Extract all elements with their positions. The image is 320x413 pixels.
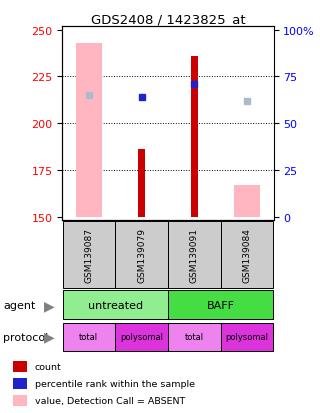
FancyBboxPatch shape <box>63 291 168 320</box>
Text: percentile rank within the sample: percentile rank within the sample <box>35 379 195 388</box>
Text: value, Detection Call = ABSENT: value, Detection Call = ABSENT <box>35 396 185 405</box>
Text: untreated: untreated <box>88 300 143 310</box>
Bar <box>12 378 27 389</box>
FancyBboxPatch shape <box>116 222 168 288</box>
FancyBboxPatch shape <box>63 222 115 288</box>
Text: polysomal: polysomal <box>226 332 269 341</box>
Bar <box>138 150 145 217</box>
Text: agent: agent <box>3 300 36 310</box>
Text: protocol: protocol <box>3 332 48 342</box>
Text: GSM139087: GSM139087 <box>84 228 93 282</box>
Text: GSM139079: GSM139079 <box>137 228 146 282</box>
Text: polysomal: polysomal <box>120 332 163 341</box>
Text: ▶: ▶ <box>44 330 55 344</box>
FancyBboxPatch shape <box>221 323 273 351</box>
FancyBboxPatch shape <box>63 323 115 351</box>
Text: count: count <box>35 362 61 371</box>
FancyBboxPatch shape <box>168 323 220 351</box>
Bar <box>234 185 260 217</box>
FancyBboxPatch shape <box>221 222 273 288</box>
Text: GSM139084: GSM139084 <box>243 228 252 282</box>
Bar <box>12 361 27 372</box>
Text: GSM139091: GSM139091 <box>190 228 199 282</box>
Text: total: total <box>79 332 98 341</box>
Bar <box>76 44 102 217</box>
FancyBboxPatch shape <box>168 222 220 288</box>
Text: total: total <box>185 332 204 341</box>
Text: BAFF: BAFF <box>207 300 235 310</box>
Bar <box>191 57 198 217</box>
FancyBboxPatch shape <box>116 323 168 351</box>
FancyBboxPatch shape <box>168 291 273 320</box>
Bar <box>12 395 27 406</box>
Text: ▶: ▶ <box>44 298 55 312</box>
Title: GDS2408 / 1423825_at: GDS2408 / 1423825_at <box>91 13 245 26</box>
